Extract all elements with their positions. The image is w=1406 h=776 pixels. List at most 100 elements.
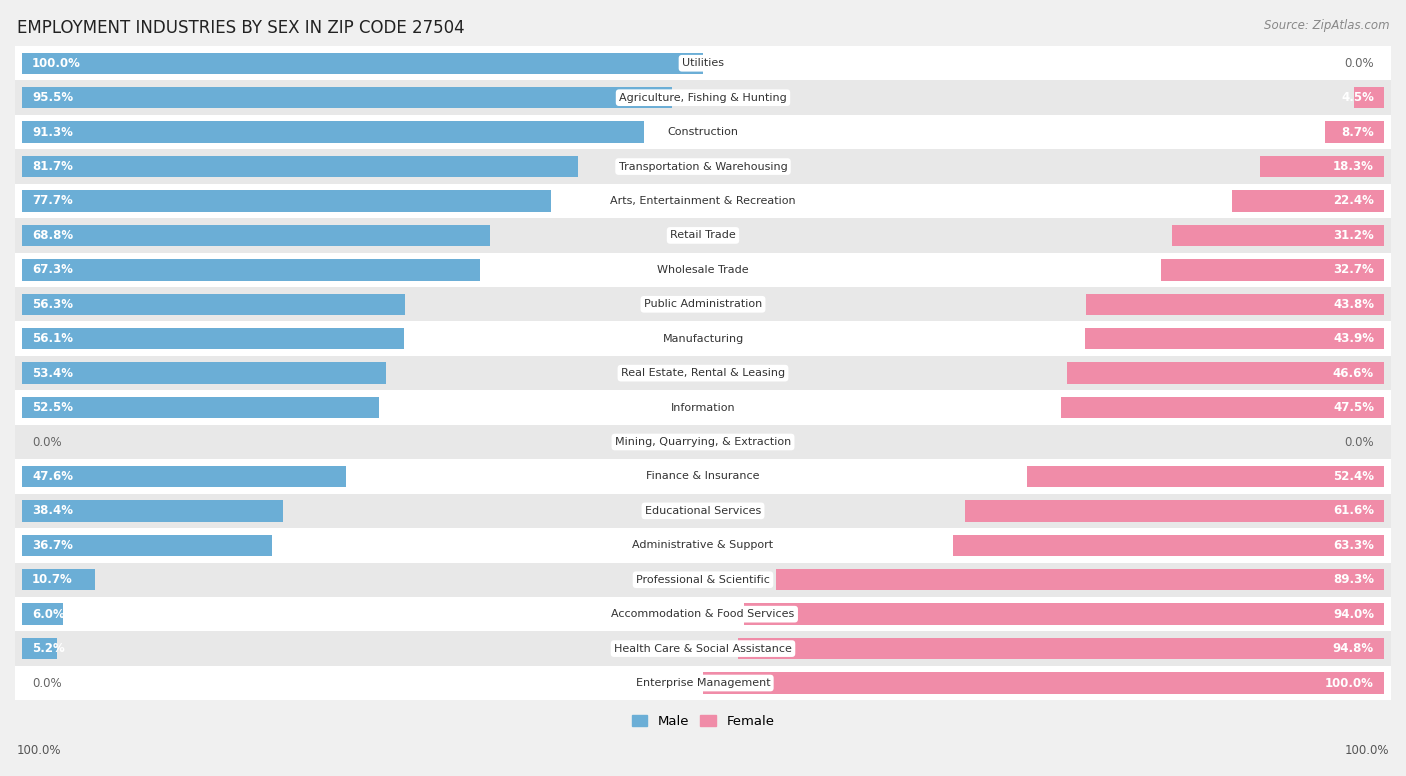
- Bar: [22, 53, 703, 74]
- Text: Source: ZipAtlas.com: Source: ZipAtlas.com: [1264, 19, 1389, 33]
- Text: Information: Information: [671, 403, 735, 413]
- Text: 100.0%: 100.0%: [17, 743, 62, 757]
- Bar: [22, 259, 481, 280]
- Bar: [15, 356, 1391, 390]
- Text: 10.7%: 10.7%: [32, 573, 73, 586]
- Text: Accommodation & Food Services: Accommodation & Food Services: [612, 609, 794, 619]
- Bar: [15, 149, 1391, 184]
- Bar: [1354, 87, 1384, 109]
- Bar: [22, 190, 551, 212]
- Legend: Male, Female: Male, Female: [626, 710, 780, 733]
- Text: 5.2%: 5.2%: [32, 642, 65, 655]
- Bar: [1085, 293, 1384, 315]
- Bar: [15, 81, 1391, 115]
- Text: 94.0%: 94.0%: [1333, 608, 1374, 621]
- Bar: [703, 672, 1384, 694]
- Bar: [1171, 225, 1384, 246]
- Bar: [15, 528, 1391, 563]
- Text: 56.1%: 56.1%: [32, 332, 73, 345]
- Text: 31.2%: 31.2%: [1333, 229, 1374, 242]
- Bar: [15, 390, 1391, 424]
- Text: Educational Services: Educational Services: [645, 506, 761, 516]
- Text: 95.5%: 95.5%: [32, 92, 73, 104]
- Text: 8.7%: 8.7%: [1341, 126, 1374, 139]
- Bar: [744, 604, 1384, 625]
- Bar: [15, 666, 1391, 700]
- Text: 22.4%: 22.4%: [1333, 195, 1374, 207]
- Bar: [22, 328, 404, 349]
- Bar: [1085, 328, 1384, 349]
- Text: 36.7%: 36.7%: [32, 539, 73, 552]
- Text: 100.0%: 100.0%: [1344, 743, 1389, 757]
- Text: Retail Trade: Retail Trade: [671, 230, 735, 241]
- Text: 32.7%: 32.7%: [1333, 263, 1374, 276]
- Bar: [15, 563, 1391, 597]
- Text: 46.6%: 46.6%: [1333, 366, 1374, 379]
- Text: Enterprise Management: Enterprise Management: [636, 678, 770, 688]
- Bar: [22, 156, 578, 177]
- Text: Utilities: Utilities: [682, 58, 724, 68]
- Text: 0.0%: 0.0%: [1344, 57, 1374, 70]
- Bar: [22, 362, 385, 384]
- Text: 94.8%: 94.8%: [1333, 642, 1374, 655]
- Text: 0.0%: 0.0%: [1344, 435, 1374, 449]
- Text: 68.8%: 68.8%: [32, 229, 73, 242]
- Bar: [15, 46, 1391, 81]
- Text: 43.9%: 43.9%: [1333, 332, 1374, 345]
- Bar: [965, 501, 1384, 521]
- Text: Mining, Quarrying, & Extraction: Mining, Quarrying, & Extraction: [614, 437, 792, 447]
- Bar: [22, 122, 644, 143]
- Bar: [1324, 122, 1384, 143]
- Text: EMPLOYMENT INDUSTRIES BY SEX IN ZIP CODE 27504: EMPLOYMENT INDUSTRIES BY SEX IN ZIP CODE…: [17, 19, 464, 37]
- Text: 91.3%: 91.3%: [32, 126, 73, 139]
- Bar: [15, 597, 1391, 632]
- Bar: [738, 638, 1384, 660]
- Text: Professional & Scientific: Professional & Scientific: [636, 575, 770, 585]
- Text: Transportation & Warehousing: Transportation & Warehousing: [619, 161, 787, 171]
- Bar: [1028, 466, 1384, 487]
- Bar: [22, 535, 271, 556]
- Bar: [22, 569, 94, 591]
- Bar: [15, 184, 1391, 218]
- Text: 81.7%: 81.7%: [32, 160, 73, 173]
- Text: 67.3%: 67.3%: [32, 263, 73, 276]
- Text: 0.0%: 0.0%: [32, 435, 62, 449]
- Text: 38.4%: 38.4%: [32, 504, 73, 518]
- Bar: [22, 466, 346, 487]
- Bar: [15, 218, 1391, 253]
- Text: 100.0%: 100.0%: [32, 57, 82, 70]
- Bar: [953, 535, 1384, 556]
- Text: Health Care & Social Assistance: Health Care & Social Assistance: [614, 643, 792, 653]
- Text: 89.3%: 89.3%: [1333, 573, 1374, 586]
- Text: Public Administration: Public Administration: [644, 300, 762, 310]
- Bar: [15, 115, 1391, 149]
- Text: 52.4%: 52.4%: [1333, 470, 1374, 483]
- Bar: [22, 225, 491, 246]
- Text: 52.5%: 52.5%: [32, 401, 73, 414]
- Bar: [15, 494, 1391, 528]
- Text: 0.0%: 0.0%: [32, 677, 62, 690]
- Text: 47.6%: 47.6%: [32, 470, 73, 483]
- Bar: [1060, 397, 1384, 418]
- Text: Administrative & Support: Administrative & Support: [633, 540, 773, 550]
- Bar: [15, 632, 1391, 666]
- Bar: [22, 87, 672, 109]
- Text: 4.5%: 4.5%: [1341, 92, 1374, 104]
- Bar: [15, 253, 1391, 287]
- Text: 43.8%: 43.8%: [1333, 298, 1374, 310]
- Text: Real Estate, Rental & Leasing: Real Estate, Rental & Leasing: [621, 368, 785, 378]
- Text: 56.3%: 56.3%: [32, 298, 73, 310]
- Text: 53.4%: 53.4%: [32, 366, 73, 379]
- Bar: [22, 501, 284, 521]
- Bar: [22, 397, 380, 418]
- Bar: [1232, 190, 1384, 212]
- Text: 100.0%: 100.0%: [1324, 677, 1374, 690]
- Text: 63.3%: 63.3%: [1333, 539, 1374, 552]
- Bar: [15, 459, 1391, 494]
- Text: Arts, Entertainment & Recreation: Arts, Entertainment & Recreation: [610, 196, 796, 206]
- Text: Agriculture, Fishing & Hunting: Agriculture, Fishing & Hunting: [619, 92, 787, 102]
- Bar: [15, 321, 1391, 356]
- Text: Manufacturing: Manufacturing: [662, 334, 744, 344]
- Text: 47.5%: 47.5%: [1333, 401, 1374, 414]
- Text: Wholesale Trade: Wholesale Trade: [657, 265, 749, 275]
